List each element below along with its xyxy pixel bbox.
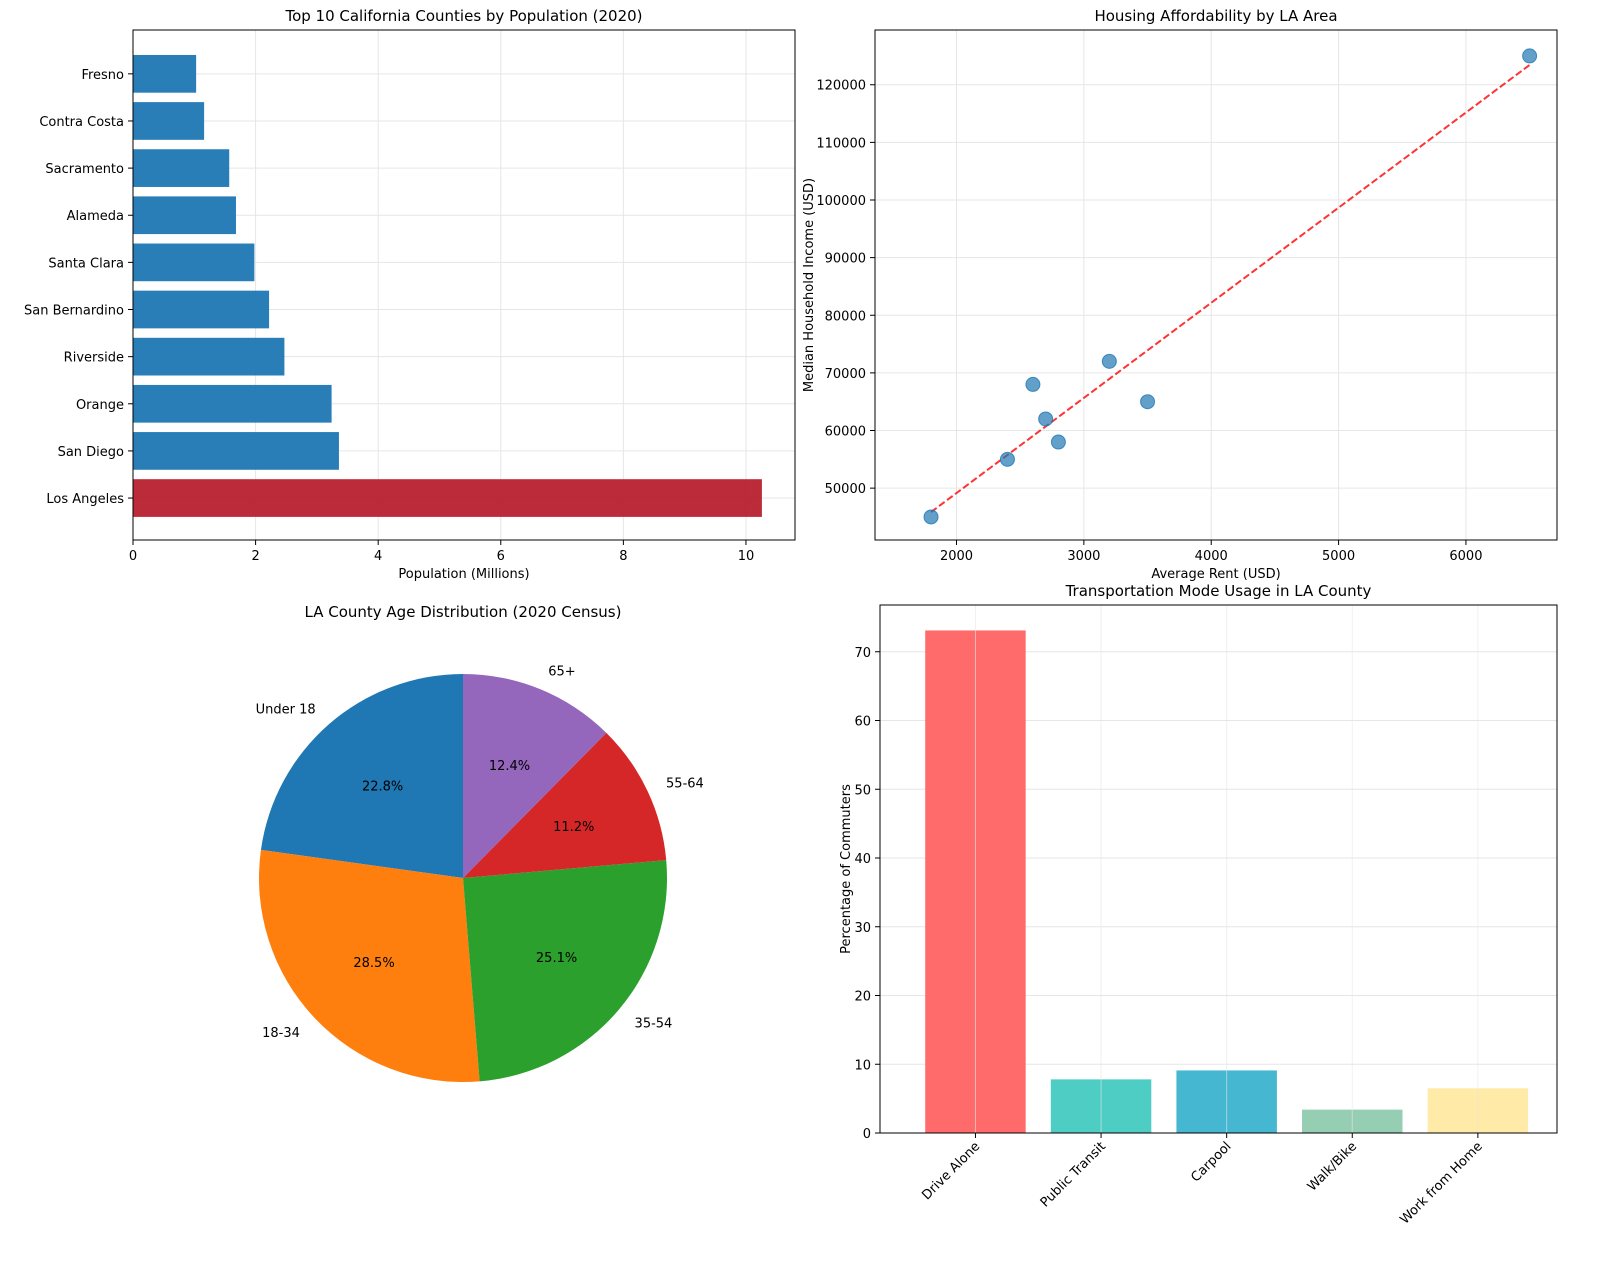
bar-sacramento <box>133 149 230 187</box>
pie-slice-55-64 <box>463 732 667 878</box>
y-axis-label: Median Household Income (USD) <box>802 178 817 392</box>
x-tick-label: 8 <box>619 549 627 564</box>
x-tick-label: 5000 <box>1322 549 1355 564</box>
x-tick-label: 0 <box>129 549 137 564</box>
y-tick-label: 30 <box>854 921 871 936</box>
y-tick-label: 50000 <box>825 482 866 497</box>
y-tick-label: 0 <box>863 1127 871 1142</box>
y-tick-label: Los Angeles <box>46 492 124 507</box>
slice-percent: 12.4% <box>489 759 530 774</box>
slice-label: 65+ <box>548 664 575 679</box>
x-tick-label: 6 <box>497 549 505 564</box>
x-tick-label: 6000 <box>1449 549 1482 564</box>
y-tick-label: San Bernardino <box>24 304 124 319</box>
x-tick-label: 2 <box>251 549 259 564</box>
slice-percent: 25.1% <box>536 951 577 966</box>
y-tick-label: 110000 <box>816 136 866 151</box>
y-tick-label: 60 <box>854 715 871 730</box>
bar-san-bernardino <box>133 290 270 329</box>
x-axis-label: Average Rent (USD) <box>1151 567 1280 582</box>
x-axis-label: Population (Millions) <box>398 567 529 582</box>
x-tick-label: Public Transit <box>1038 1139 1109 1210</box>
slice-percent: 22.8% <box>362 780 403 795</box>
y-tick-label: 70 <box>854 646 871 661</box>
y-tick-label: Santa Clara <box>48 256 124 271</box>
county-population-chart: 0 2 4 6 8 10 Los Angeles San Diego Orange Riversi… <box>24 7 796 582</box>
slice-percent: 28.5% <box>353 956 394 971</box>
chart-title: Transportation Mode Usage in LA County <box>1065 582 1372 600</box>
x-tick-label: Drive Alone <box>919 1139 983 1203</box>
bar-santa-clara <box>133 243 255 282</box>
slice-percent: 11.2% <box>553 820 594 835</box>
x-tick-label: 3000 <box>1067 549 1100 564</box>
x-tick-label: Carpool <box>1188 1139 1234 1185</box>
bar-fresno <box>133 54 197 93</box>
x-tick-label: 2000 <box>940 549 973 564</box>
slice-label: Under 18 <box>256 703 316 718</box>
y-tick-label: 40 <box>854 852 871 867</box>
y-tick-label: 70000 <box>825 367 866 382</box>
y-tick-label: Riverside <box>64 351 124 366</box>
x-tick-label: Work from Home <box>1397 1139 1485 1227</box>
pie-slice-18-34 <box>259 849 480 1082</box>
axes-frame <box>874 29 1558 541</box>
y-tick-label: Fresno <box>81 68 124 83</box>
slice-label: 18-34 <box>262 1026 300 1041</box>
data-point <box>1522 48 1538 64</box>
pie-slice-under-18 <box>260 674 463 878</box>
data-point <box>999 451 1015 467</box>
data-point <box>1038 411 1054 427</box>
y-tick-label: 10 <box>854 1058 871 1073</box>
data-point <box>1025 376 1041 392</box>
chart-title: Housing Affordability by LA Area <box>1094 7 1337 25</box>
chart-title: Top 10 California Counties by Population… <box>284 7 642 25</box>
bar-los-angeles <box>133 479 762 517</box>
data-point <box>1101 353 1117 369</box>
transport-mode-chart: 0 10 20 30 40 50 60 70 Drive Alone Public Transit… <box>839 582 1558 1227</box>
slice-label: 55-64 <box>666 776 704 791</box>
trend-line <box>930 64 1531 513</box>
pie-slice-65- <box>463 674 607 878</box>
bar-riverside <box>133 337 285 376</box>
bar-san-diego <box>133 432 339 470</box>
y-tick-label: 50 <box>854 783 871 798</box>
pie-slice-35-54 <box>463 860 667 1082</box>
y-tick-label: San Diego <box>58 445 124 460</box>
y-tick-label: 100000 <box>816 194 866 209</box>
data-point <box>923 509 939 525</box>
y-tick-label: 60000 <box>825 425 866 440</box>
data-point <box>1140 394 1156 410</box>
y-axis-label: Percentage of Commuters <box>839 784 854 954</box>
y-tick-label: Orange <box>76 398 124 413</box>
slice-label: 35-54 <box>635 1017 673 1032</box>
x-tick-label: 10 <box>738 549 755 564</box>
chart-title: LA County Age Distribution (2020 Census) <box>305 603 622 621</box>
y-tick-label: Sacramento <box>45 162 124 177</box>
bar-alameda <box>133 196 236 235</box>
y-tick-label: 20 <box>854 990 871 1005</box>
data-point <box>1050 434 1066 450</box>
x-tick-label: 4 <box>374 549 382 564</box>
housing-scatter-chart: 2000 3000 4000 5000 6000 50000 60000 70000 80000… <box>802 7 1558 582</box>
bar-orange <box>133 384 332 423</box>
y-tick-label: 80000 <box>825 309 866 324</box>
x-tick-label: Walk/Bike <box>1305 1139 1360 1194</box>
bar-contra-costa <box>133 102 205 140</box>
y-tick-label: Contra Costa <box>39 115 124 130</box>
axes-frame <box>879 604 1558 1134</box>
y-tick-label: 120000 <box>816 79 866 94</box>
y-tick-label: 90000 <box>825 252 866 267</box>
x-tick-label: 4000 <box>1195 549 1228 564</box>
y-tick-label: Alameda <box>67 209 124 224</box>
axes-frame <box>132 29 796 541</box>
age-pie-chart: Under 18 22.8% 18-34 28.5% 35-54 25.1% 55-64 11… <box>256 603 704 1082</box>
